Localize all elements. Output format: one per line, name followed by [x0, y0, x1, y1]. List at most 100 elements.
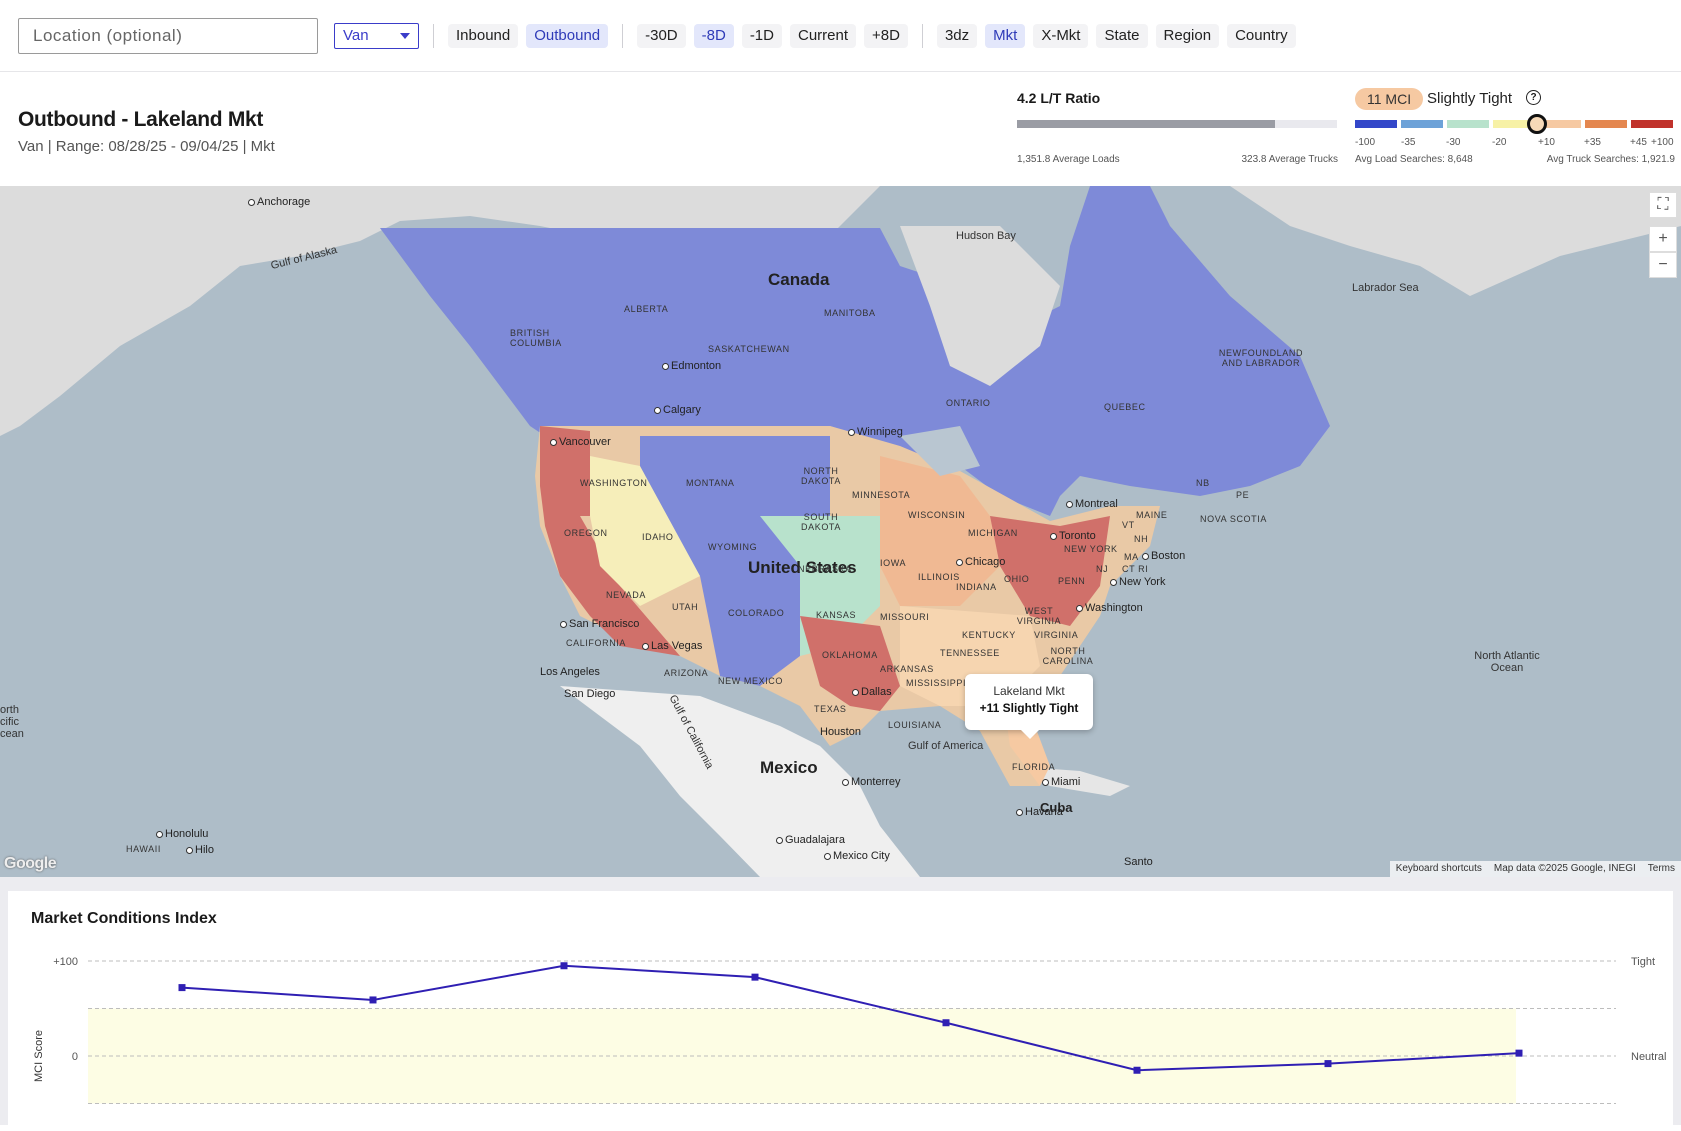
mci-status: Slightly Tight: [1427, 90, 1513, 107]
city-mexico-city: Mexico City: [824, 850, 890, 862]
label-ma: MA: [1124, 552, 1139, 562]
label-south-dakota: SOUTH DAKOTA: [801, 512, 841, 532]
zoom-in-button[interactable]: +: [1649, 226, 1677, 252]
label-oregon: OREGON: [564, 528, 608, 538]
tab-range-current[interactable]: Current: [789, 23, 857, 48]
right-axis-label: Tight: [1631, 956, 1655, 968]
chevron-down-icon: [400, 32, 410, 39]
mci-data-point: [751, 973, 759, 981]
city-washington: Washington: [1076, 602, 1143, 614]
mci-badge: 11 MCI: [1355, 88, 1424, 110]
tab-range-plus-8d[interactable]: +8D: [864, 23, 908, 48]
scale-segment: [1585, 120, 1627, 128]
range-tabs: -30D -8D -1D Current +8D: [637, 23, 908, 48]
city-hilo: Hilo: [186, 844, 214, 856]
label-ontario: ONTARIO: [946, 398, 991, 408]
avg-load-searches: Avg Load Searches: 8,648: [1355, 154, 1473, 165]
label-nova-scotia: NOVA SCOTIA: [1200, 514, 1267, 524]
label-idaho: IDAHO: [642, 532, 674, 542]
label-tennessee: TENNESSEE: [940, 648, 1000, 658]
label-mexico: Mexico: [760, 758, 818, 777]
tooltip-value: +11 Slightly Tight: [979, 701, 1079, 715]
zoom-out-button[interactable]: −: [1649, 252, 1677, 278]
tab-outbound[interactable]: Outbound: [526, 23, 609, 48]
label-vt: VT: [1122, 520, 1135, 530]
tab-inbound[interactable]: Inbound: [448, 23, 519, 48]
city-honolulu: Honolulu: [156, 828, 208, 840]
patch-east: [990, 516, 1110, 626]
map-data-attribution: Map data ©2025 Google, INEGI: [1493, 863, 1636, 874]
label-british-columbia: BRITISH COLUMBIA: [510, 328, 562, 348]
mci-data-point: [1515, 1049, 1523, 1057]
mci-card: Market Conditions Index +100 0 Tight Neutra…: [8, 891, 1673, 1131]
city-houston: Houston: [820, 726, 861, 738]
city-new-york: New York: [1110, 576, 1165, 588]
scale-tick-label: +35: [1584, 137, 1601, 148]
location-input[interactable]: [18, 17, 318, 54]
market-map[interactable]: Canada United States Mexico Cuba Hudson …: [0, 186, 1681, 877]
label-virginia: VIRGINIA: [1034, 630, 1079, 640]
fullscreen-icon[interactable]: ⛶: [1649, 192, 1677, 218]
tab-mkt[interactable]: Mkt: [985, 23, 1026, 48]
scale-tick-label: +45: [1630, 137, 1647, 148]
land-greenland: [1230, 186, 1681, 296]
help-icon[interactable]: ?: [1526, 90, 1541, 105]
label-texas: TEXAS: [814, 704, 847, 714]
city-miami: Miami: [1042, 776, 1080, 788]
page-title: Outbound - Lakeland Mkt: [18, 108, 264, 131]
scale-tick-label: -35: [1401, 137, 1416, 148]
mci-scale-ticks: -100 -35 -30 -20 +10 +35 +45 +100: [1355, 137, 1675, 149]
scale-tick-label: +100: [1651, 137, 1674, 148]
tab-x-mkt[interactable]: X-Mkt: [1033, 23, 1089, 48]
label-nebraska: NEBRASKA: [798, 564, 852, 574]
direction-tabs: Inbound Outbound: [448, 23, 609, 48]
label-quebec: QUEBEC: [1104, 402, 1146, 412]
land-mexico: [560, 686, 920, 877]
avg-loads: 1,351.8 Average Loads: [1017, 154, 1120, 165]
label-colorado: COLORADO: [728, 608, 785, 618]
city-toronto: Toronto: [1050, 530, 1096, 542]
label-gulf-of-america: Gulf of America: [908, 740, 984, 752]
label-missouri: MISSOURI: [880, 612, 930, 622]
label-arkansas: ARKANSAS: [880, 664, 934, 674]
geo-tabs: 3dz Mkt X-Mkt State Region Country: [936, 23, 1296, 48]
map-footer: Keyboard shortcuts Map data ©2025 Google…: [1389, 861, 1681, 877]
scale-tick-label: -100: [1355, 137, 1376, 148]
tab-range-8d[interactable]: -8D: [693, 23, 734, 48]
label-arizona: ARIZONA: [664, 668, 709, 678]
tab-range-30d[interactable]: -30D: [637, 23, 686, 48]
mci-scale-marker: [1527, 114, 1547, 134]
label-washington: WASHINGTON: [580, 478, 648, 488]
terms-link[interactable]: Terms: [1647, 863, 1675, 874]
market-tooltip: Lakeland Mkt +11 Slightly Tight: [965, 674, 1093, 739]
tab-state[interactable]: State: [1096, 23, 1148, 48]
tab-range-1d[interactable]: -1D: [741, 23, 782, 48]
mci-data-point: [369, 996, 377, 1004]
scale-segment: [1355, 120, 1397, 128]
city-montreal: Montreal: [1066, 498, 1118, 510]
label-california: CALIFORNIA: [566, 638, 627, 648]
city-san-diego: San Diego: [564, 688, 616, 700]
city-monterrey: Monterrey: [842, 776, 901, 788]
city-boston: Boston: [1142, 550, 1185, 562]
equipment-select[interactable]: Van: [334, 22, 419, 49]
label-hudson-bay: Hudson Bay: [956, 230, 1016, 242]
patch-lakes: [900, 426, 980, 476]
scale-tick-label: -20: [1492, 137, 1507, 148]
mci-panel: Market Conditions Index +100 0 Tight Neutra…: [0, 877, 1681, 1131]
y-tick-label: 0: [72, 1051, 78, 1063]
lt-ratio-label: 4.2 L/T Ratio: [1017, 90, 1101, 106]
city-las-vegas: Las Vegas: [642, 640, 702, 652]
label-newfoundland: NEWFOUNDLAND AND LABRADOR: [1218, 348, 1304, 368]
divider: [622, 23, 624, 48]
label-north-carolina: NORTH CAROLINA: [1042, 646, 1094, 666]
right-axis-label: Neutral: [1631, 1051, 1666, 1063]
label-illinois: ILLINOIS: [918, 572, 960, 582]
tab-3dz[interactable]: 3dz: [936, 23, 978, 48]
patch-pnw: [540, 426, 590, 516]
city-dallas: Dallas: [852, 686, 892, 698]
tab-country[interactable]: Country: [1227, 23, 1296, 48]
keyboard-shortcuts-link[interactable]: Keyboard shortcuts: [1395, 863, 1482, 874]
label-nb: NB: [1196, 478, 1210, 488]
tab-region[interactable]: Region: [1155, 23, 1220, 48]
